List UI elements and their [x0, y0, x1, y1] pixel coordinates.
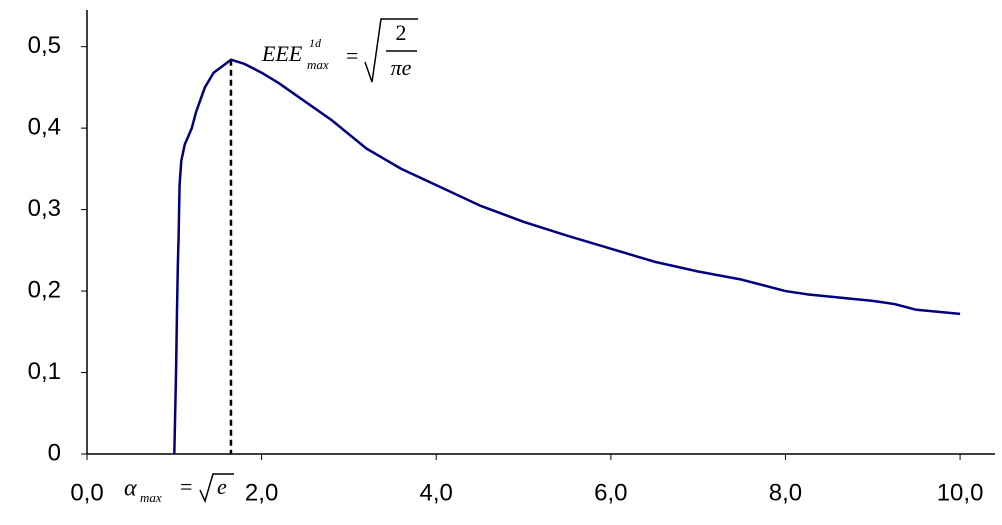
annotation: =	[180, 474, 192, 499]
y-tick-label: 0	[48, 439, 61, 466]
x-tick-label: 0,0	[70, 479, 103, 506]
annotation: e	[217, 474, 227, 499]
x-tick-label: 8,0	[769, 479, 802, 506]
y-tick-label: 0,2	[28, 276, 61, 303]
sqrt-sign	[199, 473, 234, 504]
y-tick-label: 0,5	[28, 32, 61, 59]
sqrt-sign	[364, 18, 418, 83]
data-line	[173, 58, 961, 455]
x-tick-label: 4,0	[420, 479, 453, 506]
y-tick-label: 0,3	[28, 195, 61, 222]
y-tick-label: 0,4	[28, 113, 61, 140]
annotation: =	[346, 43, 358, 68]
annotation: EEE	[261, 41, 303, 66]
y-tick-label: 0,1	[28, 358, 61, 385]
x-tick-label: 10,0	[937, 479, 984, 506]
annotation: πe	[391, 55, 412, 80]
x-tick-label: 2,0	[245, 479, 278, 506]
annotation: max	[307, 57, 329, 72]
annotation: max	[140, 490, 162, 505]
x-tick-label: 6,0	[594, 479, 627, 506]
annotation: 1d	[309, 36, 322, 50]
annotation: α	[124, 476, 137, 502]
annotation: 2	[396, 20, 407, 45]
